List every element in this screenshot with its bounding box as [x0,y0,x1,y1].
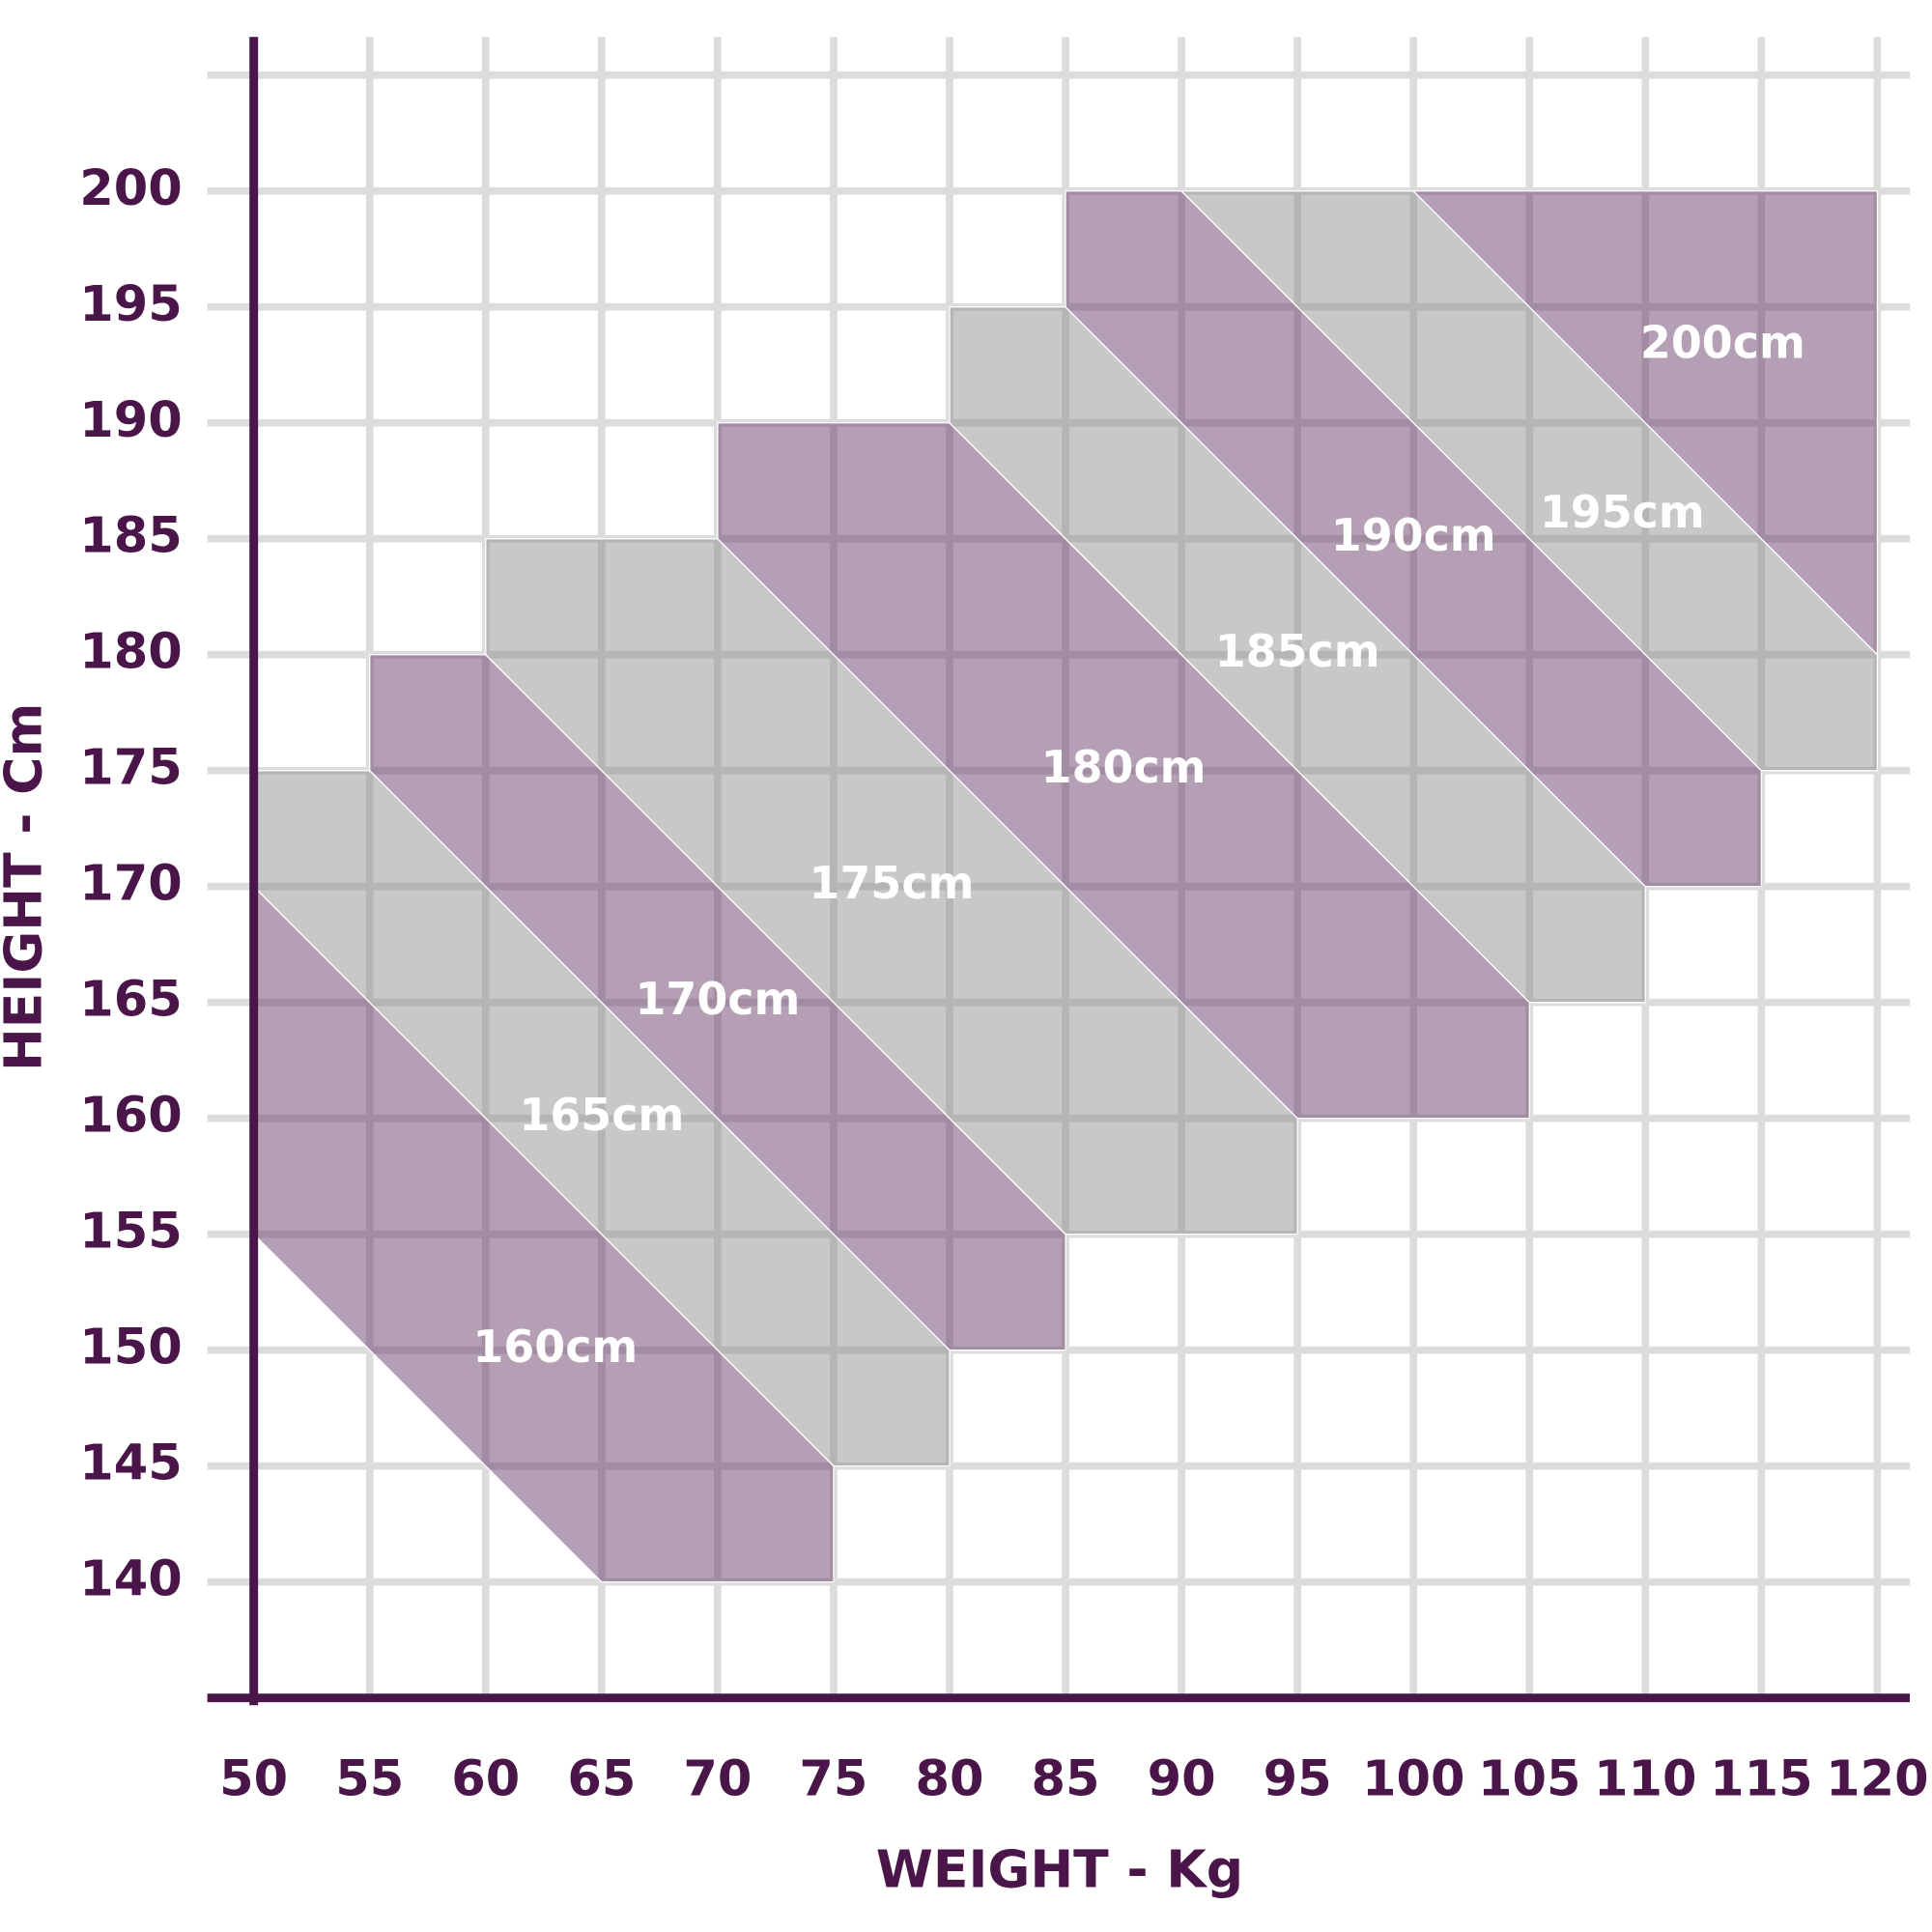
y-tick-label: 155 [79,1204,183,1261]
band-label: 170cm [635,973,800,1025]
x-tick-label: 115 [1710,1750,1812,1807]
x-tick-label: 95 [1264,1750,1332,1807]
x-tick-label: 90 [1148,1750,1216,1807]
band-label: 195cm [1540,486,1705,538]
x-tick-label: 60 [451,1750,520,1807]
band [1179,190,1879,772]
y-tick-label: 140 [79,1551,183,1608]
y-tick-label: 185 [79,508,183,565]
band-label: 185cm [1215,625,1380,677]
bands: 160cm 165cm 170cm 175cm 180cm 185cm 190cm 195cm… [253,190,1879,1583]
y-tick-label: 170 [79,856,183,913]
x-tick-label: 105 [1478,1750,1581,1807]
x-tick-label: 85 [1032,1750,1100,1807]
x-tick-label: 80 [916,1750,984,1807]
band-label: 165cm [519,1089,684,1141]
y-axis-title: HEIGHT - Cm [0,703,54,1071]
x-tick-label: 110 [1594,1750,1697,1807]
x-tick-label: 50 [219,1750,288,1807]
y-tick-label: 195 [79,276,183,333]
y-tick-label: 175 [79,740,183,797]
x-axis-title: WEIGHT - Kg [876,1838,1243,1899]
y-tick-label: 145 [79,1435,183,1492]
y-tick-label: 150 [79,1320,183,1377]
x-tick-label: 75 [799,1750,867,1807]
band-label: 180cm [1041,741,1207,793]
x-tick-label: 70 [683,1750,752,1807]
x-tick-label: 120 [1826,1750,1929,1807]
x-tick-label: 100 [1362,1750,1464,1807]
band-label: 200cm [1640,316,1805,368]
x-tick-label: 65 [567,1750,636,1807]
y-tick-label: 200 [79,160,183,217]
y-tick-label: 160 [79,1088,183,1145]
x-tick-label: 55 [335,1750,404,1807]
band-label: 175cm [810,857,975,909]
y-tick-label: 165 [79,972,183,1029]
band [1411,190,1879,657]
axes: 140 145 150 155 160 165 170 175 180 185 190 195 200 5… [79,37,1929,1807]
y-tick-label: 190 [79,392,183,449]
band-label: 160cm [472,1321,638,1373]
band-label: 190cm [1331,509,1496,561]
y-tick-label: 180 [79,624,183,681]
